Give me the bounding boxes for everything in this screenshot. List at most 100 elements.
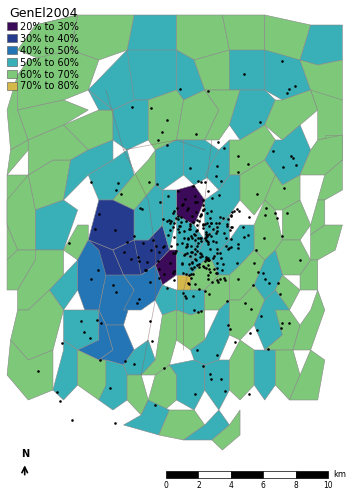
Polygon shape: [78, 310, 113, 360]
Point: [224, 222, 230, 230]
Bar: [198, 471, 231, 478]
Point: [166, 216, 172, 224]
Point: [174, 204, 180, 212]
Point: [164, 140, 169, 148]
Point: [185, 279, 190, 287]
Polygon shape: [275, 350, 300, 400]
Point: [279, 57, 285, 65]
Polygon shape: [7, 175, 28, 225]
Point: [197, 253, 203, 261]
Point: [192, 192, 197, 200]
Point: [207, 370, 213, 378]
Point: [225, 245, 231, 253]
Point: [198, 210, 204, 218]
Polygon shape: [141, 365, 176, 415]
Point: [92, 225, 98, 233]
Polygon shape: [176, 185, 205, 225]
Point: [190, 292, 196, 300]
Polygon shape: [88, 50, 148, 110]
Point: [175, 215, 180, 223]
Point: [277, 290, 283, 298]
Text: 6: 6: [261, 482, 266, 490]
Point: [194, 246, 199, 254]
Polygon shape: [229, 340, 254, 400]
Point: [246, 390, 252, 398]
Point: [214, 270, 219, 278]
Polygon shape: [275, 275, 300, 310]
Polygon shape: [64, 140, 113, 200]
Point: [290, 154, 296, 162]
Point: [178, 218, 184, 226]
Point: [202, 178, 208, 186]
Polygon shape: [155, 285, 176, 315]
Point: [185, 234, 191, 242]
Point: [205, 270, 211, 278]
Point: [214, 244, 220, 252]
Point: [235, 274, 241, 282]
Point: [227, 226, 233, 234]
Point: [181, 252, 186, 260]
Point: [122, 356, 128, 364]
Polygon shape: [229, 90, 275, 140]
Point: [228, 212, 234, 220]
Point: [254, 326, 260, 334]
Polygon shape: [318, 160, 342, 200]
Polygon shape: [18, 15, 78, 60]
Polygon shape: [35, 15, 78, 60]
Polygon shape: [265, 50, 311, 100]
Point: [255, 268, 261, 276]
Polygon shape: [229, 50, 275, 90]
Point: [156, 274, 162, 282]
Polygon shape: [124, 340, 155, 375]
Point: [161, 270, 167, 278]
Polygon shape: [176, 310, 205, 350]
Point: [177, 85, 183, 93]
Point: [175, 224, 181, 232]
Point: [205, 188, 211, 196]
Point: [178, 214, 184, 222]
Point: [234, 205, 240, 213]
Point: [171, 207, 176, 215]
Point: [154, 180, 160, 188]
Point: [194, 220, 200, 228]
Point: [164, 116, 170, 124]
Point: [190, 234, 195, 242]
Point: [192, 280, 198, 288]
Point: [213, 238, 219, 246]
Point: [214, 162, 220, 170]
Polygon shape: [113, 100, 148, 150]
Point: [131, 360, 137, 368]
Polygon shape: [300, 260, 318, 290]
Point: [229, 208, 234, 216]
Point: [226, 216, 231, 224]
Polygon shape: [205, 175, 240, 240]
Polygon shape: [265, 175, 300, 210]
Polygon shape: [64, 310, 99, 350]
Point: [217, 276, 223, 283]
Polygon shape: [311, 225, 342, 260]
Text: 10: 10: [323, 482, 333, 490]
Point: [129, 104, 135, 112]
Point: [193, 208, 199, 216]
Point: [247, 330, 253, 338]
Point: [88, 274, 94, 282]
Point: [185, 234, 191, 242]
Point: [196, 262, 202, 270]
Polygon shape: [311, 90, 342, 140]
Point: [227, 244, 232, 252]
Polygon shape: [155, 250, 176, 285]
Point: [265, 346, 271, 354]
Point: [227, 325, 233, 333]
Point: [189, 258, 195, 266]
Point: [88, 178, 94, 186]
Point: [213, 172, 219, 180]
Point: [137, 294, 142, 302]
Point: [167, 219, 173, 227]
Point: [263, 204, 269, 212]
Polygon shape: [49, 260, 78, 310]
Point: [171, 219, 177, 227]
Point: [210, 226, 215, 234]
Polygon shape: [275, 240, 311, 275]
Polygon shape: [7, 340, 53, 400]
Point: [187, 164, 193, 172]
